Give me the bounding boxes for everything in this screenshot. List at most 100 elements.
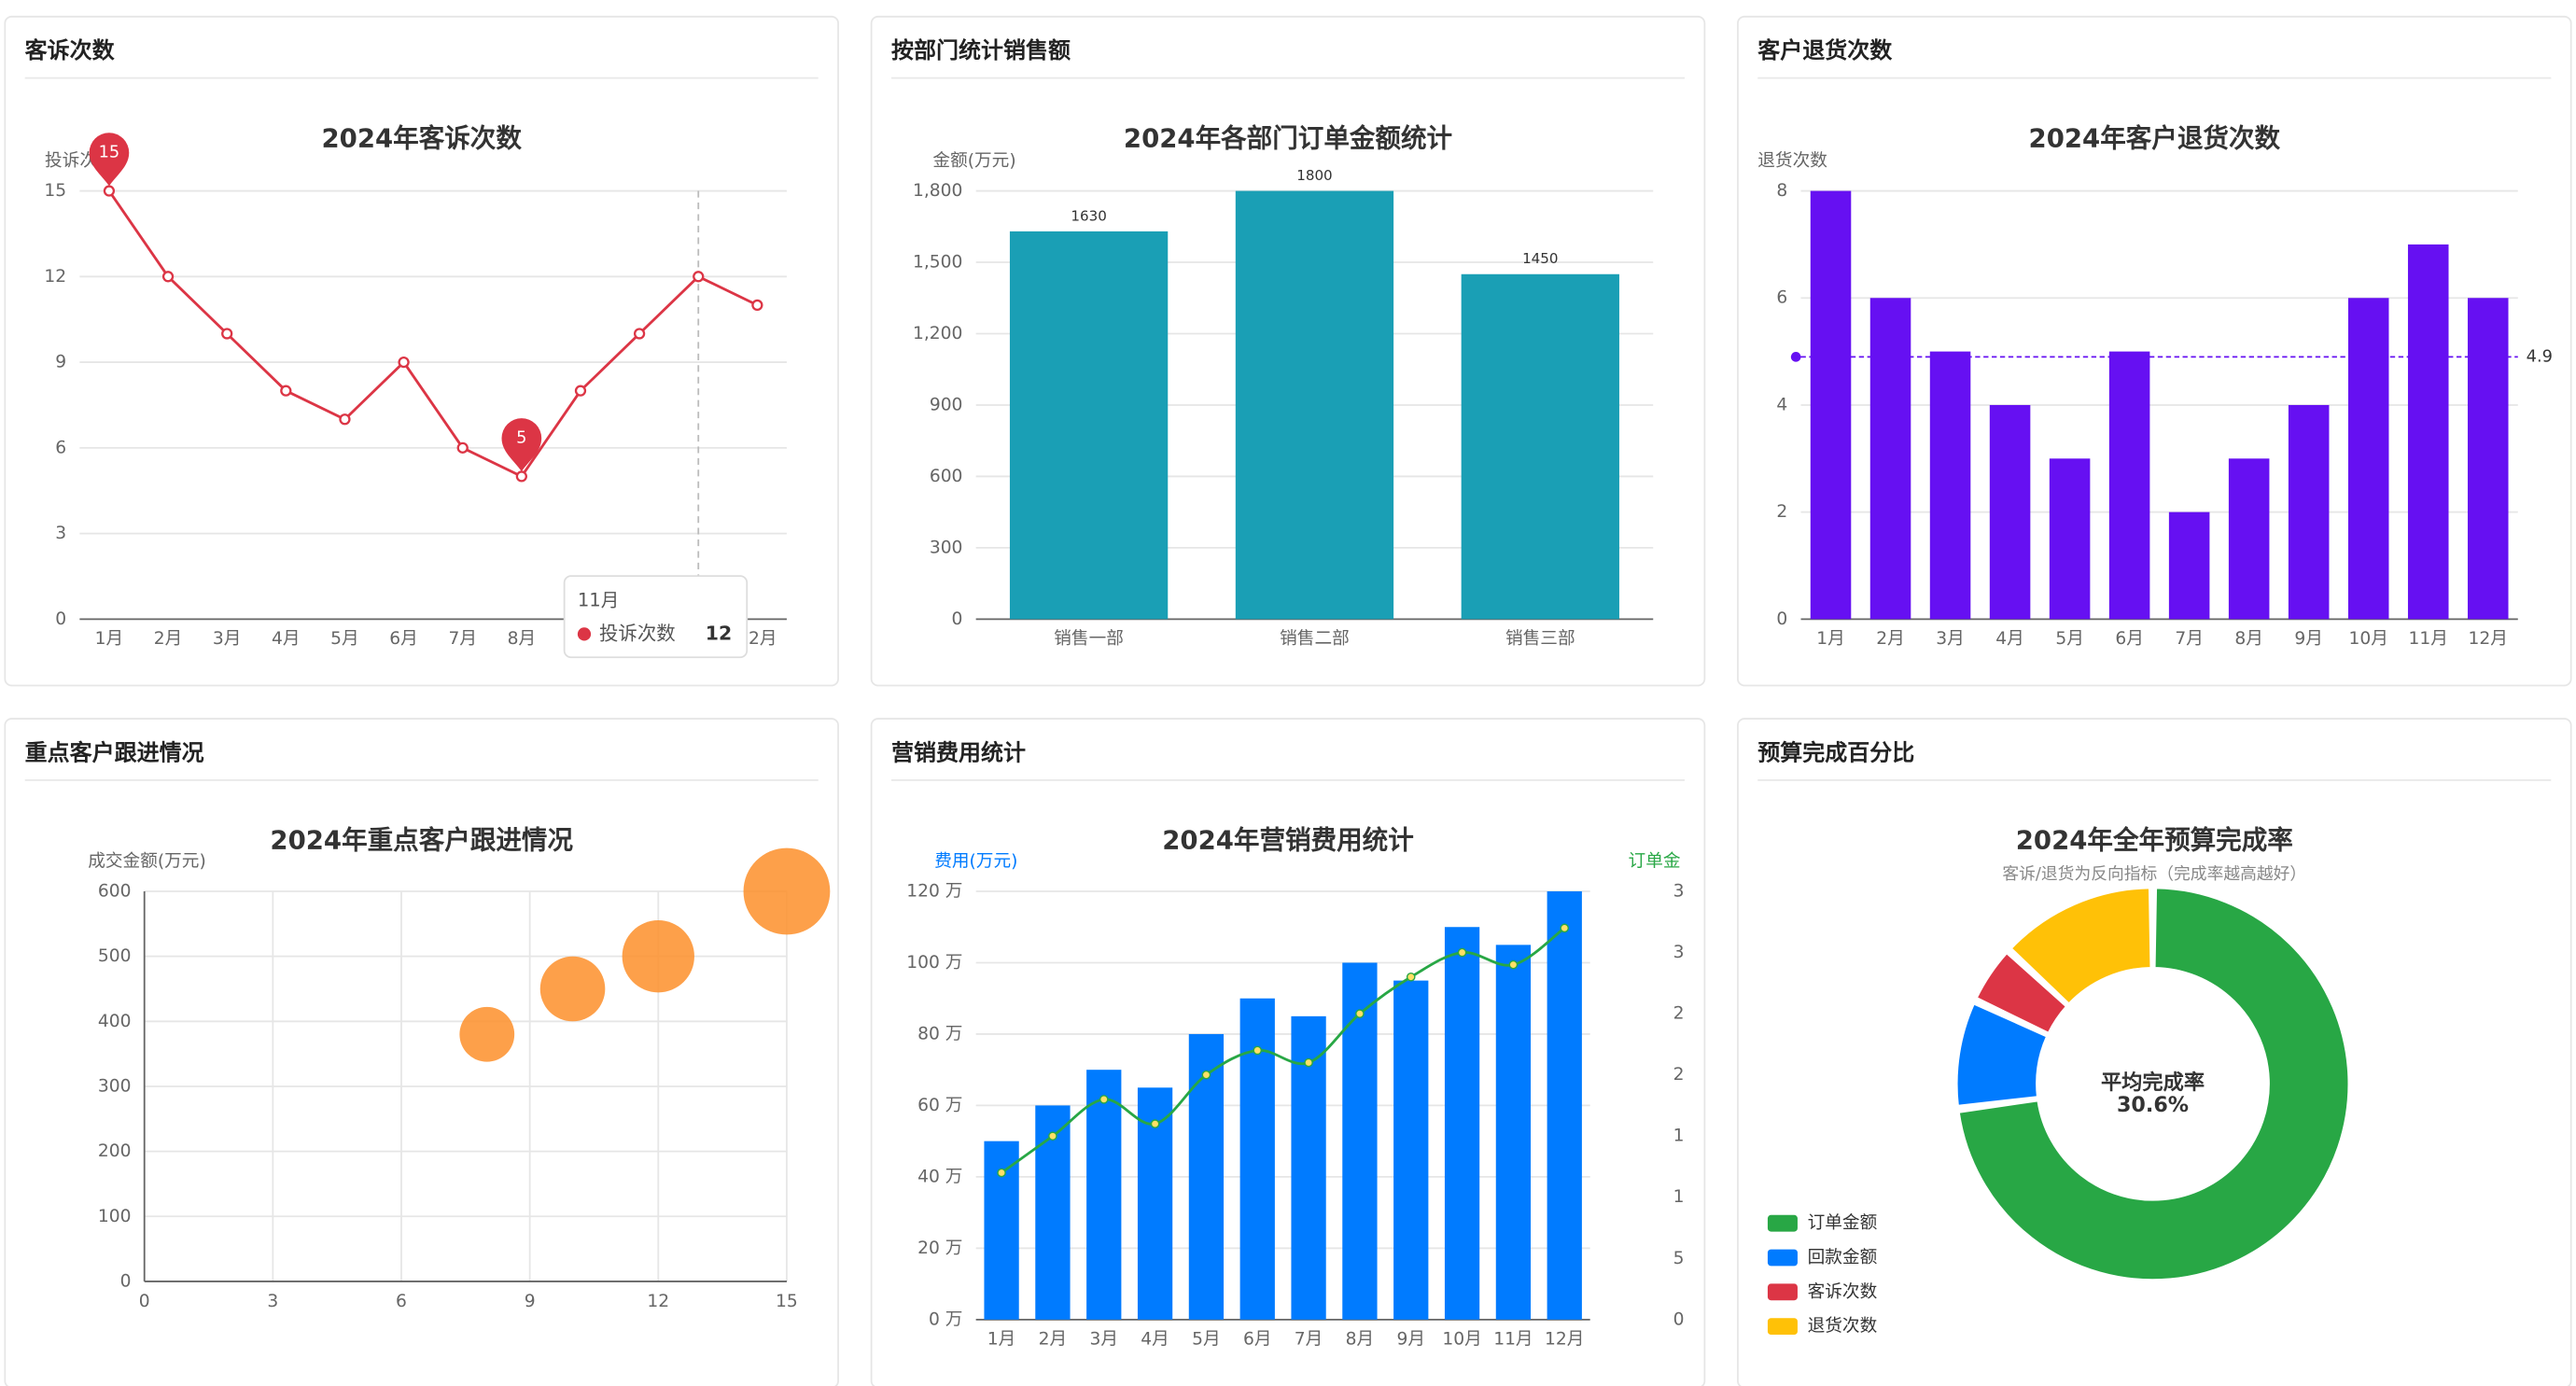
x-tick-label: 7月 — [1295, 1330, 1323, 1350]
y-axis-label: 费用(万元) — [934, 852, 1017, 872]
legend-swatch — [1767, 1283, 1798, 1301]
y-tick-label: 200 — [98, 1141, 132, 1161]
y-tick-label: 0 — [1673, 1309, 1685, 1329]
y-tick-label: 80 万 — [917, 1024, 962, 1043]
tooltip-category: 11月 — [578, 589, 619, 610]
chart-title: 2024年客户退货次数 — [2029, 123, 2281, 153]
average-dot — [1790, 352, 1801, 362]
y-tick-label: 2 — [1673, 1065, 1685, 1085]
y-tick-label: 300 — [930, 538, 963, 557]
y-tick-label: 1 — [1673, 1187, 1685, 1207]
x-tick-label: 10月 — [1442, 1330, 1481, 1350]
y-tick-label: 300 — [98, 1076, 132, 1096]
x-tick-label: 3月 — [1089, 1330, 1118, 1350]
x-tick-label: 1月 — [1816, 629, 1845, 649]
x-tick-label: 9 — [525, 1292, 536, 1311]
legend-swatch — [1767, 1318, 1798, 1336]
x-tick-label: 2月 — [154, 629, 183, 649]
x-tick-label: 5月 — [1192, 1330, 1221, 1350]
point — [693, 271, 705, 283]
y-tick-label: 0 — [120, 1271, 132, 1291]
x-tick-label: 2月 — [1876, 629, 1905, 649]
point — [398, 356, 410, 369]
y-axis-label: 退货次数 — [1757, 151, 1827, 171]
bar — [1495, 945, 1532, 1320]
point — [221, 328, 233, 340]
center-label: 平均完成率 — [2101, 1070, 2205, 1095]
point — [1304, 1057, 1313, 1068]
x-tick-label: 11月 — [2409, 629, 2448, 649]
y-tick-label: 60 万 — [917, 1096, 962, 1115]
legend-label: 客诉次数 — [1808, 1282, 1878, 1302]
y-tick-label: 1,200 — [913, 324, 962, 343]
legend-label: 回款金额 — [1808, 1248, 1878, 1267]
y-tick-label: 2 — [1673, 1004, 1685, 1024]
bar — [1810, 190, 1852, 620]
y-tick-label: 120 万 — [906, 882, 962, 902]
x-tick-label: 4月 — [272, 629, 301, 649]
x-tick-label: 5月 — [2055, 629, 2084, 649]
x-tick-label: 3月 — [213, 629, 242, 649]
point — [997, 1168, 1006, 1178]
chart-subtitle: 客诉/退货为反向指标（完成率越高越好） — [2002, 864, 2306, 884]
y-tick-label: 600 — [98, 882, 132, 902]
x-tick-label: 8月 — [1346, 1330, 1375, 1350]
pin-label: 5 — [516, 428, 526, 448]
legend-label: 订单金额 — [1808, 1213, 1878, 1233]
point — [161, 271, 175, 283]
y-tick-label: 600 — [930, 467, 963, 486]
x-tick-label: 12 — [647, 1292, 669, 1311]
bar — [2168, 511, 2210, 620]
x-tick-label: 销售一部 — [1054, 629, 1124, 649]
tooltip-value: 12 — [706, 622, 732, 644]
y-tick-label: 8 — [1776, 181, 1787, 201]
bar — [1461, 273, 1619, 620]
y-tick-label: 20 万 — [917, 1239, 962, 1258]
tooltip-series: 投诉次数 — [599, 622, 676, 644]
bar — [1869, 298, 1911, 620]
chart-title: 2024年重点客户跟进情况 — [270, 826, 573, 856]
y-tick-label: 1 — [1673, 1127, 1685, 1146]
x-tick-label: 9月 — [1396, 1330, 1425, 1350]
legend-swatch — [1767, 1214, 1798, 1232]
bar — [2347, 298, 2389, 620]
chart-title: 2024年营销费用统计 — [1162, 826, 1414, 856]
x-tick-label: 8月 — [2234, 629, 2263, 649]
x-tick-label: 11月 — [1493, 1330, 1533, 1350]
bar — [1393, 980, 1429, 1320]
x-tick-label: 8月 — [508, 629, 537, 649]
x-tick-label: 1月 — [95, 629, 124, 649]
point — [1457, 947, 1467, 958]
y-tick-label: 40 万 — [917, 1167, 962, 1186]
y-tick-label: 5 — [1673, 1249, 1685, 1268]
y-tick-label: 1,800 — [913, 181, 962, 201]
bar — [1342, 962, 1378, 1320]
tooltip — [563, 575, 749, 659]
point — [339, 413, 351, 426]
y-tick-label: 6 — [1776, 288, 1787, 308]
bar — [2467, 298, 2509, 620]
x-tick-label: 4月 — [1995, 629, 2024, 649]
x-tick-label: 3月 — [1936, 629, 1965, 649]
x-tick-label: 15 — [776, 1292, 798, 1311]
x-tick-label: 6 — [396, 1292, 407, 1311]
point — [1560, 923, 1570, 933]
bar — [1009, 231, 1169, 620]
point — [103, 185, 116, 197]
bar — [1235, 190, 1394, 620]
pie-slice — [1975, 952, 2067, 1034]
pin-label: 15 — [99, 143, 120, 162]
value-label: 1630 — [1071, 207, 1106, 224]
y-tick-label: 3 — [1673, 882, 1685, 902]
point — [1048, 1131, 1057, 1141]
tooltip-dot — [577, 627, 592, 641]
x-tick-label: 7月 — [2175, 629, 2204, 649]
x-tick-label: 12月 — [1545, 1330, 1584, 1350]
bar — [2228, 458, 2270, 620]
chart-title: 2024年客诉次数 — [321, 123, 522, 153]
y-tick-label: 6 — [55, 438, 66, 457]
